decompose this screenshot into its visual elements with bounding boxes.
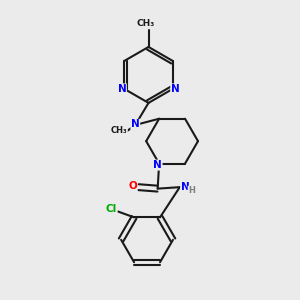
Text: N: N [171,84,179,94]
Text: CH₃: CH₃ [136,19,155,28]
Text: O: O [128,181,137,191]
Text: H: H [188,186,195,195]
Text: N: N [118,84,126,94]
Text: N: N [131,119,140,129]
Text: N: N [153,160,162,170]
Text: N: N [181,182,189,192]
Text: CH₃: CH₃ [111,126,128,135]
Text: Cl: Cl [106,204,117,214]
